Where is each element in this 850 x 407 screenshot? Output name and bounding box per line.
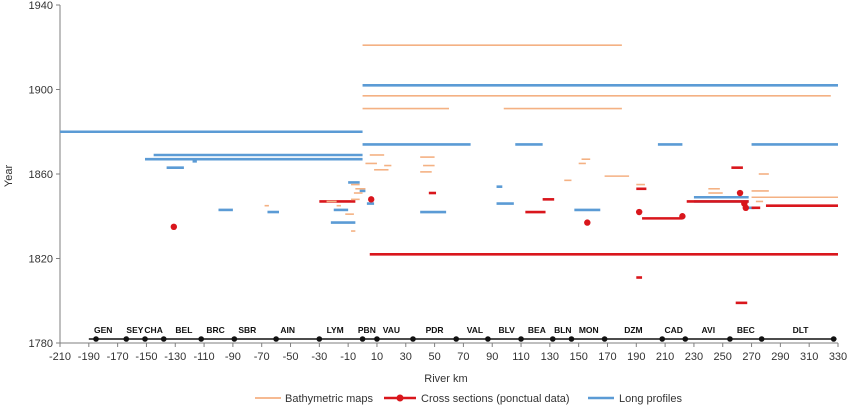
- sector-boundary-marker: [659, 336, 666, 342]
- x-tick-label: 130: [541, 351, 559, 363]
- sector-boundary-marker: [549, 336, 556, 342]
- y-tick-label: 1900: [29, 85, 53, 97]
- cross-section-point: [635, 208, 643, 216]
- x-tick-label: 210: [656, 351, 674, 363]
- sector-label: DLT: [793, 325, 810, 335]
- x-tick-label: 110: [512, 351, 530, 363]
- sector-label: BLV: [498, 325, 515, 335]
- sector-label: PBN: [358, 325, 376, 335]
- x-tick-label: 290: [771, 351, 789, 363]
- cross-section-point: [170, 223, 178, 231]
- y-tick-label: 1820: [29, 254, 53, 266]
- sector-boundary-marker: [727, 336, 733, 342]
- x-tick-label: -170: [107, 351, 129, 363]
- sector-boundary-marker: [160, 336, 167, 342]
- sector-boundary-marker: [316, 336, 323, 342]
- y-tick-label: 1940: [29, 0, 53, 12]
- sector-boundary-marker: [601, 336, 608, 342]
- x-tick-label: -210: [49, 351, 71, 363]
- x-tick-label: 250: [714, 351, 732, 363]
- y-axis-title: Year: [3, 165, 15, 188]
- legend-long-profile-label: Long profiles: [619, 393, 682, 405]
- sector-label: PDR: [426, 325, 444, 335]
- sector-label: DZM: [624, 325, 642, 335]
- sector-boundary-marker: [682, 336, 689, 342]
- sector-label: VAU: [383, 325, 400, 335]
- x-tick-label: 70: [457, 351, 469, 363]
- x-tick-label: -150: [135, 351, 157, 363]
- sector-boundary-marker: [142, 336, 148, 342]
- x-tick-label: 30: [400, 351, 412, 363]
- x-tick-label: 330: [829, 351, 847, 363]
- sector-label: BEC: [737, 325, 755, 335]
- sector-boundary-marker: [485, 336, 491, 342]
- sector-label: CHA: [144, 325, 162, 335]
- sector-label: SEY: [126, 325, 143, 335]
- sector-boundary-marker: [453, 336, 460, 342]
- sector-boundary-marker: [518, 336, 524, 342]
- x-tick-label: 270: [742, 351, 760, 363]
- legend-bathymetric-label: Bathymetric maps: [285, 393, 374, 405]
- sector-label: BEL: [175, 325, 192, 335]
- legend-cross-section-label: Cross sections (ponctual data): [421, 393, 570, 405]
- x-tick-label: 230: [685, 351, 703, 363]
- sector-label: CAD: [665, 325, 683, 335]
- x-tick-label: 90: [486, 351, 498, 363]
- x-tick-label: -110: [193, 351, 214, 363]
- y-tick-label: 1780: [29, 338, 53, 350]
- sector-label: AIN: [280, 325, 295, 335]
- cross-section-point: [736, 189, 744, 197]
- sector-boundary-marker: [374, 336, 380, 342]
- x-tick-label: 50: [428, 351, 440, 363]
- y-tick-label: 1860: [29, 169, 53, 181]
- cross-section-point: [742, 204, 749, 211]
- x-tick-label: -190: [78, 351, 100, 363]
- sector-label: BEA: [528, 325, 546, 335]
- x-tick-label: -50: [283, 351, 299, 363]
- legend-cross-section-marker: [396, 394, 404, 402]
- x-tick-label: -70: [254, 351, 270, 363]
- x-tick-label: -30: [311, 351, 327, 363]
- sector-label: BRC: [206, 325, 224, 335]
- sector-boundary-marker: [568, 336, 575, 342]
- sector-boundary-marker: [198, 336, 204, 342]
- sector-label: GEN: [94, 325, 112, 335]
- plot-area: 1780 1820 1860 1900 1940 -210 -190 -170 -150 -130…: [29, 0, 848, 363]
- sector-boundary-marker: [758, 336, 765, 342]
- sector-boundary-marker: [410, 336, 416, 342]
- x-axis-title: River km: [424, 373, 467, 385]
- sector-label: AVI: [702, 325, 716, 335]
- sector-label: BLN: [554, 325, 571, 335]
- x-tick-label: -10: [340, 351, 356, 363]
- legend: Bathymetric maps Cross sections (ponctua…: [255, 393, 682, 405]
- sector-boundary-marker: [359, 336, 366, 342]
- x-tick-label: 170: [598, 351, 616, 363]
- cross-section-point: [368, 196, 375, 203]
- sector-boundary-marker: [123, 336, 130, 342]
- sector-label: SBR: [238, 325, 256, 335]
- sector-boundary-marker: [231, 336, 238, 342]
- sector-label: MON: [579, 325, 599, 335]
- x-tick-label: -130: [164, 351, 186, 363]
- sector-boundary-marker: [93, 336, 99, 342]
- sector-boundary-marker: [273, 336, 279, 342]
- x-tick-label: 190: [627, 351, 645, 363]
- sector-label: LYM: [327, 325, 344, 335]
- sector-label: VAL: [467, 325, 483, 335]
- x-tick-label: 150: [569, 351, 587, 363]
- x-tick-label: -90: [225, 351, 241, 363]
- cross-section-point: [679, 213, 686, 220]
- cross-section-point: [584, 219, 591, 226]
- x-tick-label: 10: [371, 351, 383, 363]
- x-tick-label: 310: [800, 351, 818, 363]
- sector-boundary-marker: [830, 336, 837, 342]
